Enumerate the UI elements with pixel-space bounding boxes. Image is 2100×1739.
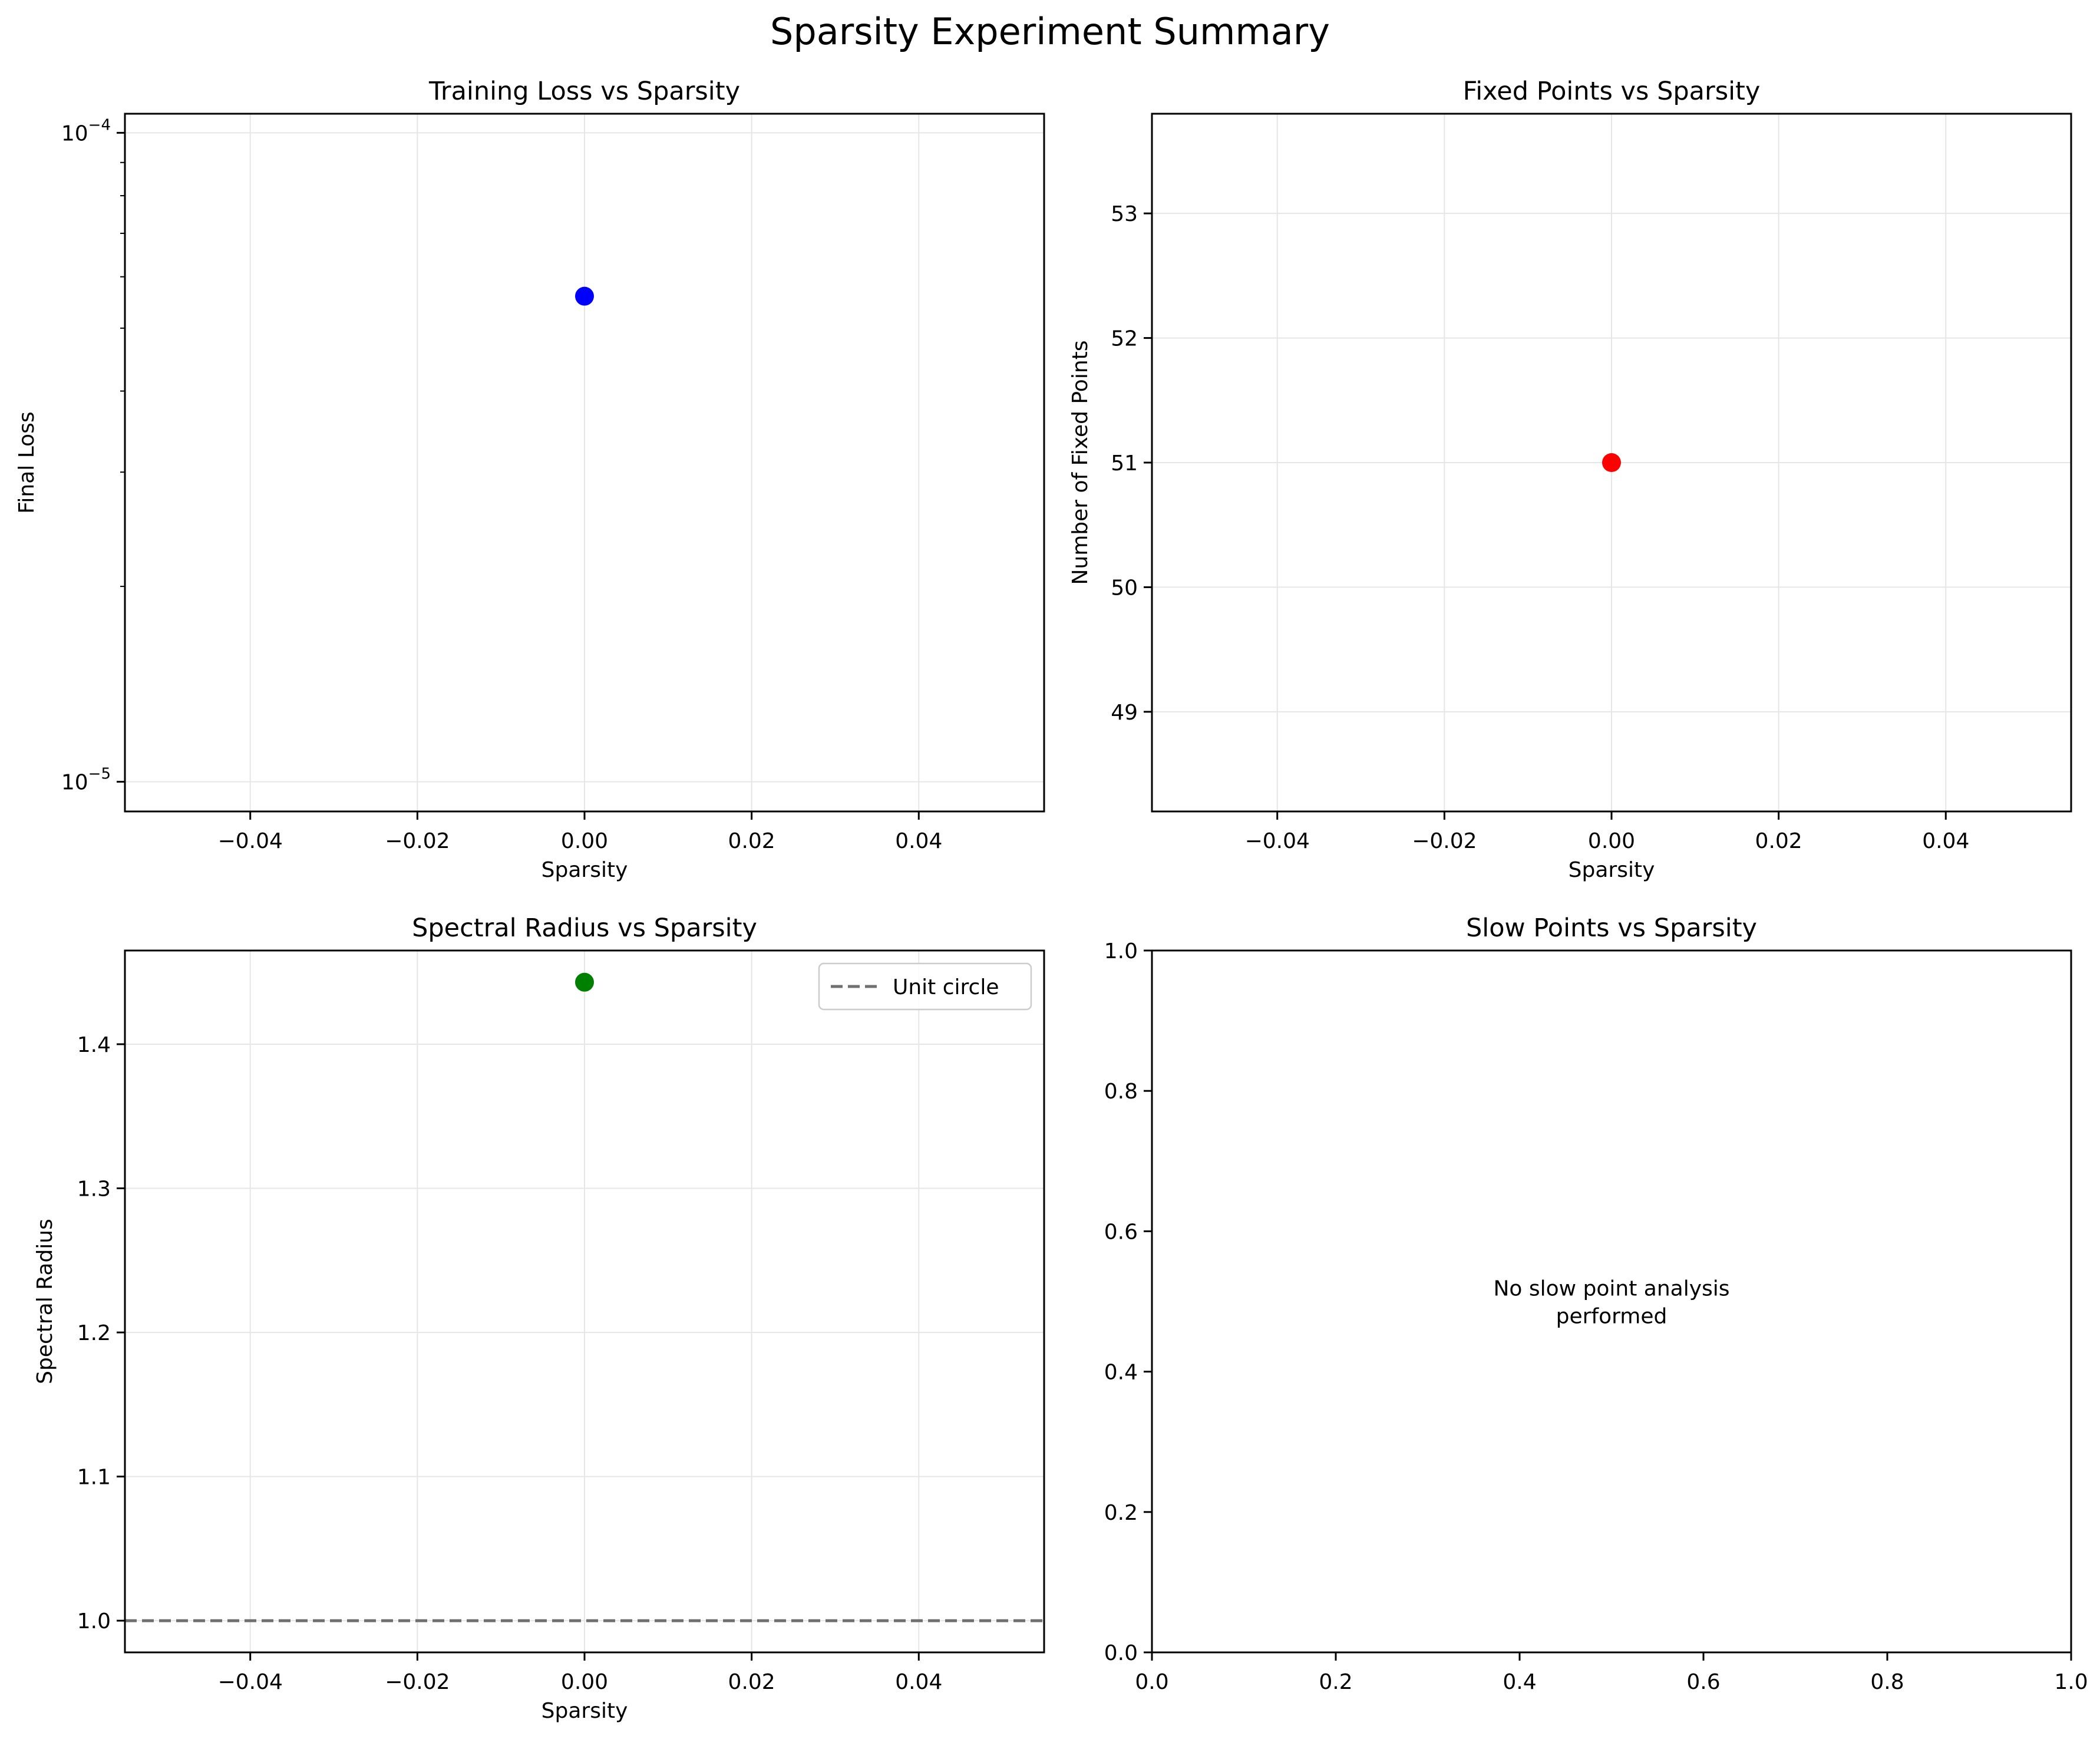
subplot-fixed: −0.04 −0.02 0.00 0.02 0.04 49 50 51 52 53 Fixed Po…	[1068, 77, 2072, 882]
x-tick-label: 1.0	[2054, 1670, 2088, 1694]
y-tick-label: 52	[1111, 327, 1138, 351]
x-axis-label: Sparsity	[1569, 858, 1655, 882]
x-tick-label: 0.02	[728, 1670, 775, 1694]
legend: Unit circle	[818, 962, 1032, 1011]
x-tick-label: −0.02	[1412, 829, 1477, 853]
x-tick-label: 0.0	[1135, 1670, 1168, 1694]
x-tick-label: −0.02	[385, 1670, 450, 1694]
annotation-text: performed	[1556, 1305, 1668, 1329]
y-axis-label: Spectral Radius	[33, 1219, 57, 1384]
x-tick-label: 0.6	[1686, 1670, 1720, 1694]
y-axis-label: Number of Fixed Points	[1068, 340, 1092, 585]
y-tick-label: 10−4	[61, 116, 111, 146]
y-tick-label: 0.4	[1104, 1361, 1138, 1385]
y-tick-label: 1.4	[77, 1033, 111, 1057]
subplot-title: Spectral Radius vs Sparsity	[412, 913, 757, 943]
subplot-title: Fixed Points vs Sparsity	[1463, 77, 1761, 106]
x-tick-label: 0.04	[1922, 829, 1969, 853]
x-tick-label: 0.00	[561, 829, 608, 853]
x-tick-label: −0.04	[1245, 829, 1310, 853]
x-tick-label: 0.4	[1503, 1670, 1536, 1694]
y-tick-label-exponent: −4	[88, 116, 111, 134]
x-tick-label: −0.04	[218, 1670, 283, 1694]
x-tick-label: 0.00	[561, 1670, 608, 1694]
y-tick-label: 50	[1111, 576, 1138, 600]
y-tick-label-base: 10	[61, 771, 88, 795]
subplot-spectral: −0.04 −0.02 0.00 0.02 0.04 1.0 1.1 1.2 1.3 1.4 Spe…	[33, 913, 1045, 1723]
figure-suptitle: Sparsity Experiment Summary	[770, 10, 1330, 53]
x-tick-label: 0.00	[1588, 829, 1635, 853]
data-point	[575, 972, 594, 992]
y-tick-label: 1.1	[77, 1466, 111, 1490]
data-point	[575, 286, 594, 306]
y-axis-label: Final Loss	[15, 411, 39, 513]
x-axis-label: Sparsity	[541, 858, 628, 882]
y-tick-label: 1.2	[77, 1321, 111, 1345]
subplot-title: Training Loss vs Sparsity	[428, 77, 740, 106]
x-tick-label: 0.02	[1755, 829, 1802, 853]
x-tick-label: −0.02	[385, 829, 450, 853]
subplot-title: Slow Points vs Sparsity	[1466, 913, 1757, 943]
data-point	[1602, 453, 1621, 472]
y-tick-label-exponent: −5	[88, 765, 111, 783]
x-tick-label: 0.8	[1870, 1670, 1904, 1694]
y-tick-label: 0.8	[1104, 1080, 1138, 1104]
x-tick-label: 0.2	[1319, 1670, 1352, 1694]
x-tick-label: 0.04	[895, 829, 942, 853]
x-tick-label: 0.04	[895, 1670, 942, 1694]
y-tick-label: 51	[1111, 451, 1138, 476]
y-tick-label: 0.0	[1104, 1641, 1138, 1665]
subplot-slow: 0.0 0.2 0.4 0.6 0.8 1.0 0.0 0.2 0.4 0.6 0.8 1.0 Slow…	[1104, 913, 2088, 1694]
y-tick-label: 0.6	[1104, 1220, 1138, 1244]
y-tick-label-base: 10	[61, 121, 88, 146]
legend-box	[818, 962, 1032, 1011]
y-tick-label: 0.2	[1104, 1501, 1138, 1525]
legend-entry-label: Unit circle	[893, 975, 999, 999]
axes-frame	[1151, 949, 2072, 1654]
x-tick-label: 0.02	[728, 829, 775, 853]
x-axis-label: Sparsity	[541, 1699, 628, 1723]
y-tick-label: 1.0	[77, 1609, 111, 1634]
y-tick-label: 49	[1111, 701, 1138, 725]
y-tick-label: 53	[1111, 202, 1138, 226]
y-tick-label: 10−5	[61, 765, 111, 795]
y-tick-label: 1.0	[1104, 939, 1138, 963]
x-tick-label: −0.04	[218, 829, 283, 853]
y-tick-label: 1.3	[77, 1177, 111, 1202]
annotation-text: No slow point analysis	[1493, 1277, 1729, 1301]
